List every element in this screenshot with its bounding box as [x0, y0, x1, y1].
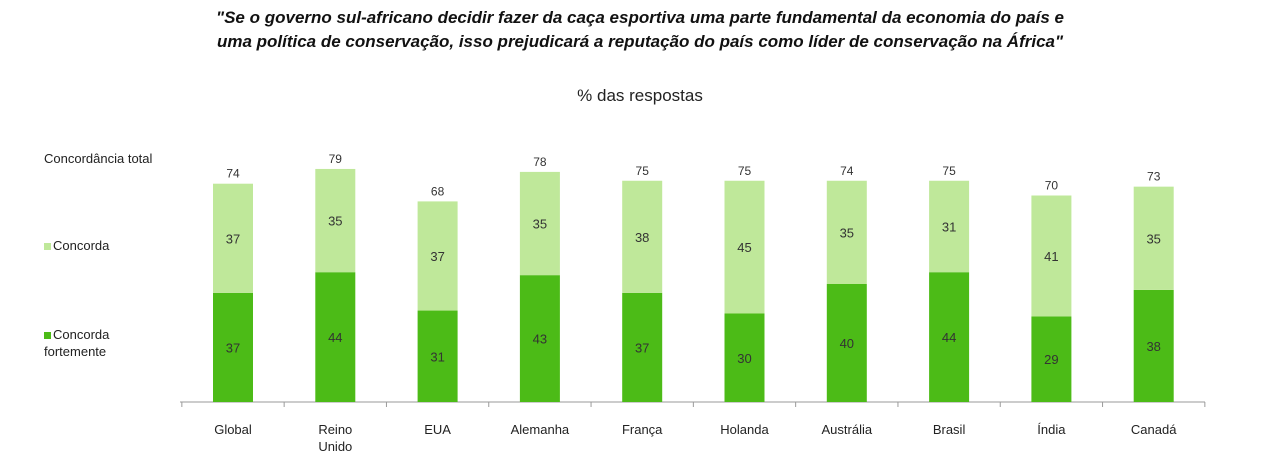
x-tick-label-line: Unido — [318, 439, 352, 454]
x-tick-label-line: França — [622, 422, 663, 437]
x-tick-label: Austrália — [822, 422, 873, 437]
bar-segment-strong — [929, 272, 970, 402]
bar-segment-agree — [417, 201, 458, 311]
bar-segment-strong — [315, 272, 356, 402]
x-tick-label: Brasil — [933, 422, 966, 437]
legend-strong-label: Concorda fortemente — [44, 327, 110, 359]
data-label-strong: 37 — [226, 340, 240, 355]
x-tick-label: Holanda — [720, 422, 769, 437]
data-label-agree: 35 — [1146, 231, 1160, 246]
legend-agree: Concorda — [44, 237, 109, 254]
bar-segment-strong — [213, 292, 253, 402]
x-tick-label-line: Canadá — [1131, 422, 1177, 437]
x-tick-label-line: Índia — [1037, 422, 1066, 437]
bar-segment-strong — [417, 310, 458, 402]
chart-title-line-1: "Se o governo sul-africano decidir fazer… — [216, 8, 1064, 27]
x-tick-label-line: Reino — [318, 422, 352, 437]
x-tick-label: Índia — [1037, 422, 1066, 437]
legend-total: Concordância total — [44, 150, 152, 167]
data-label-total: 74 — [840, 164, 854, 178]
chart-title: "Se o governo sul-africano decidir fazer… — [0, 6, 1280, 54]
bar-segment-agree — [1031, 195, 1072, 317]
data-label-total: 73 — [1147, 170, 1161, 184]
x-tick-label: Reino Unido — [318, 422, 352, 454]
data-label-agree: 31 — [942, 219, 956, 234]
bar-segment-strong — [1031, 316, 1072, 402]
data-label-total: 75 — [738, 164, 752, 178]
data-label-total: 68 — [431, 184, 445, 198]
x-tick-label: Global — [214, 422, 252, 437]
chart-subtitle: % das respostas — [577, 86, 703, 105]
legend-strong-swatch — [44, 332, 51, 340]
x-tick-label: EUA — [424, 422, 451, 437]
data-label-agree: 35 — [840, 225, 854, 240]
chart-title-line-2: uma política de conservação, isso prejud… — [216, 32, 1064, 51]
data-label-agree: 37 — [430, 249, 444, 264]
data-label-agree: 35 — [328, 214, 342, 229]
x-tick-label: Canadá — [1131, 422, 1177, 437]
bar-segment-agree — [1133, 186, 1174, 290]
data-label-strong: 44 — [942, 330, 956, 345]
data-label-total: 79 — [329, 152, 343, 166]
data-label-total: 78 — [533, 155, 547, 169]
data-label-strong: 43 — [533, 332, 547, 347]
legend-agree-swatch — [44, 243, 51, 251]
data-label-strong: 40 — [840, 336, 854, 351]
bar-segment-agree — [929, 180, 970, 273]
legend-agree-label: Concorda — [53, 238, 110, 253]
x-tick-label-line: Alemanha — [511, 422, 570, 437]
x-tick-label-line: EUA — [424, 422, 451, 437]
bar-segment-agree — [622, 180, 663, 293]
x-tick-label-line: Global — [214, 422, 252, 437]
data-label-strong: 29 — [1044, 352, 1058, 367]
x-tick-label-line: Brasil — [933, 422, 966, 437]
data-label-total: 75 — [636, 164, 650, 178]
data-label-strong: 31 — [430, 349, 444, 364]
x-tick-label: Alemanha — [511, 422, 570, 437]
bar-segment-strong — [826, 284, 867, 402]
data-label-strong: 44 — [328, 330, 342, 345]
data-label-strong: 30 — [737, 351, 751, 366]
legend-strong: Concorda fortemente — [44, 326, 154, 360]
data-label-total: 74 — [226, 167, 240, 181]
bar-segment-strong — [519, 275, 560, 402]
bar-segment-agree — [519, 171, 560, 276]
bar-segment-agree — [213, 183, 253, 293]
x-tick-label-line: Holanda — [720, 422, 769, 437]
bar-segment-strong — [1133, 289, 1174, 402]
data-label-total: 75 — [942, 164, 956, 178]
data-label-agree: 45 — [737, 240, 751, 255]
data-label-agree: 41 — [1044, 249, 1058, 264]
bar-segment-agree — [826, 180, 867, 284]
bar-segment-strong — [622, 292, 663, 402]
data-label-agree: 35 — [533, 217, 547, 232]
data-label-total: 70 — [1045, 179, 1059, 193]
data-label-agree: 38 — [635, 230, 649, 245]
x-tick-label-line: Austrália — [822, 422, 873, 437]
data-label-strong: 37 — [635, 340, 649, 355]
x-tick-label: França — [622, 422, 663, 437]
bar-segment-strong — [724, 313, 765, 402]
data-label-agree: 37 — [226, 231, 240, 246]
data-label-strong: 38 — [1146, 339, 1160, 354]
legend-total-label: Concordância total — [44, 151, 153, 166]
bar-segment-agree — [724, 180, 765, 314]
bar-segment-agree — [315, 168, 356, 273]
